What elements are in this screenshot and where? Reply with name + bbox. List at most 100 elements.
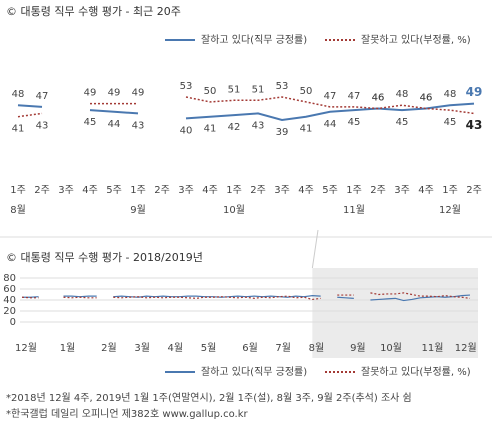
data-label: 45	[348, 117, 361, 128]
x-tick-label: 2주	[34, 185, 50, 196]
chart-title: © 대통령 직무 수행 평가 - 2018/2019년	[6, 251, 203, 264]
x-tick-label: 1주	[346, 185, 362, 196]
series-line	[337, 296, 354, 299]
data-label: 50	[300, 86, 313, 97]
data-label: 40	[180, 125, 193, 136]
data-label: 46	[372, 93, 385, 104]
data-label: 47	[324, 91, 337, 102]
data-label: 48	[444, 89, 457, 100]
data-label: 53	[180, 81, 193, 92]
data-label: 46	[420, 93, 433, 104]
x-tick-label: 1주	[442, 185, 458, 196]
month-label: 12월	[439, 204, 461, 216]
x-tick-label: 7월	[275, 342, 291, 354]
data-label: 43	[252, 120, 265, 131]
x-tick-label: 2주	[466, 185, 482, 196]
data-label: 44	[324, 119, 337, 130]
x-tick-label: 3주	[178, 185, 194, 196]
x-tick-label: 1주	[130, 185, 146, 196]
month-label: 8월	[10, 204, 26, 216]
series-line	[113, 295, 321, 301]
data-label: 41	[204, 124, 217, 135]
x-tick-label: 4월	[168, 342, 184, 354]
data-label: 44	[108, 119, 121, 130]
x-tick-label: 5월	[201, 342, 217, 354]
data-label: 41	[300, 124, 313, 135]
x-tick-label: 3월	[134, 342, 150, 354]
series-line	[185, 102, 475, 122]
data-label: 46	[372, 93, 385, 104]
series-line	[17, 112, 43, 118]
x-tick-label: 3주	[274, 185, 290, 196]
data-label: 45	[84, 117, 97, 128]
month-label: 11월	[343, 204, 365, 216]
legend-label: 잘하고 있다(직무 긍정률)	[201, 33, 307, 46]
x-tick-label: 2주	[250, 185, 266, 196]
legend-label: 잘하고 있다(직무 긍정률)	[201, 365, 307, 378]
data-label: 49	[466, 85, 483, 99]
data-label: 45	[396, 117, 409, 128]
x-tick-label: 11월	[422, 342, 444, 354]
data-label: 45	[444, 117, 457, 128]
x-tick-label: 5주	[106, 185, 122, 196]
x-tick-label: 2월	[101, 342, 117, 354]
footnote: *한국갤럽 데일리 오피니언 제382호 www.gallup.co.kr	[6, 408, 249, 420]
x-tick-label: 12월	[15, 342, 37, 354]
series-line	[21, 296, 39, 299]
data-label: 47	[36, 91, 49, 102]
series-line	[370, 294, 471, 302]
data-label: 50	[204, 86, 217, 97]
data-label: 51	[228, 84, 241, 95]
legend-label: 잘못하고 있다(부정률, %)	[361, 365, 471, 378]
data-label: 46	[420, 93, 433, 104]
x-tick-label: 4주	[82, 185, 98, 196]
data-label: 39	[276, 127, 289, 138]
y-tick-label: 40	[3, 295, 16, 306]
data-label: 49	[132, 88, 145, 99]
x-tick-label: 10월	[380, 342, 402, 354]
x-tick-label: 1월	[60, 342, 76, 354]
data-label: 42	[228, 122, 241, 133]
x-tick-label: 9월	[350, 342, 366, 354]
data-label: 49	[84, 88, 97, 99]
x-tick-label: 4주	[298, 185, 314, 196]
footnote: *2018년 12월 4주, 2019년 1월 1주(연말연시), 2월 1주(…	[6, 392, 412, 404]
data-label: 48	[396, 89, 409, 100]
x-tick-label: 2주	[370, 185, 386, 196]
series-line	[89, 109, 139, 115]
y-tick-label: 0	[10, 317, 16, 328]
y-tick-label: 20	[3, 306, 16, 317]
data-label: 43	[466, 118, 483, 132]
legend-label: 잘못하고 있다(부정률, %)	[361, 33, 471, 46]
highlight-region	[312, 268, 478, 358]
y-tick-label: 60	[3, 284, 16, 295]
series-line	[370, 292, 471, 299]
data-label: 43	[132, 120, 145, 131]
x-tick-label: 1주	[226, 185, 242, 196]
data-label: 51	[252, 84, 265, 95]
x-tick-label: 3주	[58, 185, 74, 196]
x-tick-label: 6월	[242, 342, 258, 354]
x-tick-label: 12월	[455, 342, 477, 354]
series-line	[185, 96, 475, 115]
x-tick-label: 4주	[418, 185, 434, 196]
x-tick-label: 2주	[154, 185, 170, 196]
month-label: 10월	[223, 204, 245, 216]
data-label: 53	[276, 81, 289, 92]
data-label: 49	[108, 88, 121, 99]
series-line	[22, 296, 39, 298]
series-line	[63, 295, 97, 298]
y-tick-label: 80	[3, 273, 16, 284]
series-line	[17, 104, 43, 108]
x-tick-label: 3주	[394, 185, 410, 196]
data-label: 48	[12, 89, 25, 100]
x-tick-label: 8월	[309, 342, 325, 354]
shade-connector	[311, 229, 319, 269]
month-label: 9월	[130, 204, 146, 216]
data-label: 43	[36, 120, 49, 131]
data-label: 41	[12, 124, 25, 135]
x-tick-label: 4주	[202, 185, 218, 196]
data-label: 47	[348, 91, 361, 102]
chart-title: © 대통령 직무 수행 평가 - 최근 20주	[6, 5, 181, 18]
